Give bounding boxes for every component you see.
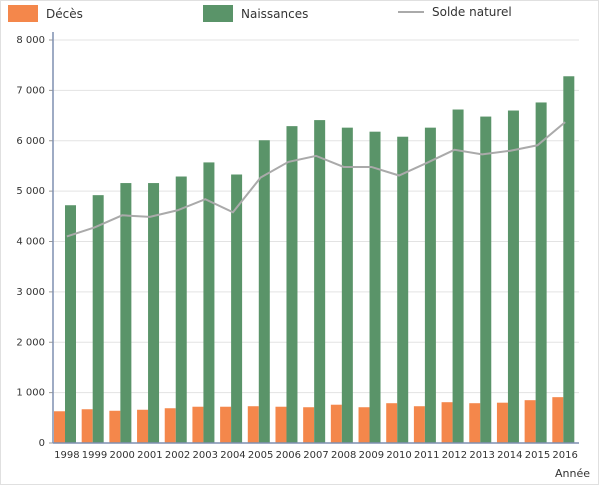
bar-deces <box>192 406 204 443</box>
bar-naissances <box>314 120 326 443</box>
y-tick-label: 8 000 <box>16 35 45 46</box>
bar-deces <box>330 404 342 443</box>
bar-deces <box>81 409 93 443</box>
legend: Décès Naissances Solde naturel <box>0 0 599 30</box>
x-tick-label: 1998 <box>54 450 79 461</box>
bar-deces <box>137 409 149 443</box>
x-tick-label: 2008 <box>331 450 356 461</box>
bar-naissances <box>231 174 243 443</box>
x-tick-label: 2016 <box>552 450 577 461</box>
x-tick-label: 2011 <box>414 450 439 461</box>
y-tick-label: 5 000 <box>16 186 45 197</box>
legend-swatch-deces <box>8 5 38 22</box>
y-tick-label: 7 000 <box>16 85 45 96</box>
x-tick-label: 2009 <box>359 450 384 461</box>
x-tick-label: 2012 <box>442 450 467 461</box>
bar-naissances <box>258 140 270 443</box>
bar-naissances <box>535 102 547 443</box>
bar-naissances <box>120 183 132 443</box>
x-tick-label: 2000 <box>109 450 134 461</box>
legend-swatch-naissances <box>203 5 233 22</box>
bar-deces <box>275 406 287 443</box>
x-tick-label: 2005 <box>248 450 273 461</box>
bar-naissances <box>397 136 409 443</box>
bar-naissances <box>563 76 575 444</box>
line-solde-naturel <box>66 121 566 238</box>
bar-deces <box>413 406 425 443</box>
y-tick-label: 4 000 <box>16 237 45 248</box>
y-tick-label: 6 000 <box>16 136 45 147</box>
x-axis-title: Année <box>555 467 590 480</box>
legend-label-naissances: Naissances <box>241 6 309 21</box>
x-tick-label: 2006 <box>276 450 301 461</box>
bar-deces <box>469 403 481 443</box>
bar-naissances <box>65 205 76 443</box>
bar-deces <box>220 406 232 443</box>
legend-item-naissances[interactable]: Naissances <box>203 5 308 22</box>
bar-deces <box>164 408 176 443</box>
bar-deces <box>109 410 121 443</box>
bar-deces <box>358 407 370 443</box>
legend-label-solde-naturel: Solde naturel <box>432 5 512 19</box>
bar-naissances <box>369 131 381 443</box>
bar-deces <box>552 397 564 443</box>
bar-deces <box>441 402 453 443</box>
bar-naissances <box>92 195 104 443</box>
x-tick-label: 2001 <box>137 450 162 461</box>
bar-naissances <box>148 183 160 443</box>
bar-deces <box>303 407 315 443</box>
x-tick-label: 2003 <box>193 450 218 461</box>
bar-deces <box>386 403 398 443</box>
bar-deces <box>524 400 536 443</box>
y-tick-label: 1 000 <box>16 388 45 399</box>
bar-naissances <box>175 176 187 444</box>
bar-naissances <box>286 126 298 444</box>
bar-naissances <box>203 162 215 443</box>
y-tick-label: 3 000 <box>16 287 45 298</box>
bar-naissances <box>341 127 353 443</box>
x-tick-label: 1999 <box>82 450 107 461</box>
bar-deces <box>247 406 259 443</box>
x-tick-label: 2002 <box>165 450 190 461</box>
legend-item-solde-naturel[interactable]: Solde naturel <box>398 5 512 19</box>
x-tick-label: 2013 <box>469 450 494 461</box>
x-tick-label: 2014 <box>497 450 522 461</box>
y-tick-label: 2 000 <box>16 337 45 348</box>
bar-deces <box>496 402 508 443</box>
bar-naissances <box>507 110 519 444</box>
y-tick-label: 0 <box>39 438 45 449</box>
legend-item-deces[interactable]: Décès <box>8 5 83 22</box>
x-tick-label: 2015 <box>525 450 550 461</box>
legend-line-solde-naturel <box>398 11 424 13</box>
legend-label-deces: Décès <box>46 6 83 21</box>
bar-deces <box>54 411 65 443</box>
x-tick-label: 2004 <box>220 450 245 461</box>
x-tick-label: 2007 <box>303 450 328 461</box>
bar-naissances <box>424 127 436 443</box>
bar-naissances <box>480 116 492 443</box>
bar-naissances <box>452 109 464 443</box>
x-tick-label: 2010 <box>386 450 411 461</box>
